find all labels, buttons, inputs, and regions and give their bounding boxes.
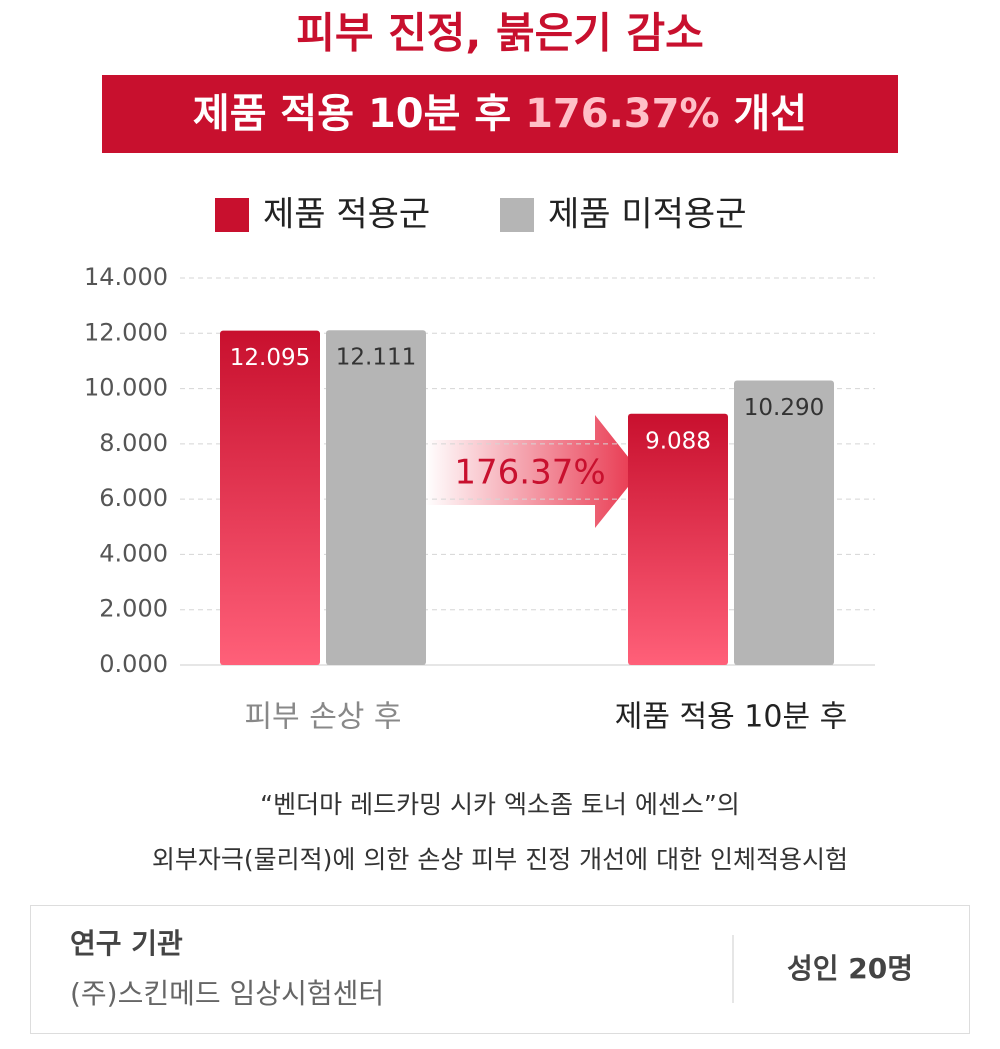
y-tick-label: 4.000 [99,539,168,567]
legend-label: 제품 적용군 [263,195,430,235]
value-label: 12.111 [336,345,416,371]
note-line: “벤더마 레드카밍 시카 엑소좀 토너 에센스”의 [260,790,740,819]
annotation: 176.37% [454,453,605,493]
banner: 제품 적용 10분 후 176.37% 개선 [193,91,807,137]
banner-background [102,75,898,153]
banner-prefix: 제품 적용 10분 후 [193,91,511,137]
bar [220,330,320,665]
y-tick-label: 8.000 [99,429,168,457]
x-tick-label: 피부 손상 후 [244,700,401,735]
note-line: 외부자극(물리적)에 의한 손상 피부 진정 개선에 대한 인체적용시험 [152,845,848,874]
value-label: 9.088 [645,428,711,454]
y-tick-label: 0.000 [99,650,168,678]
footer-subjects: 성인 20명 [787,952,913,985]
legend-swatch [215,198,249,232]
footer-label: 연구 기관 [70,927,183,960]
y-tick-label: 10.000 [84,374,168,402]
y-tick-label: 2.000 [99,595,168,623]
footer-institution: (주)스킨메드 임상시험센터 [70,977,384,1010]
title: 피부 진정, 붉은기 감소 [296,9,704,58]
legend-swatch [500,198,534,232]
y-tick-label: 14.000 [84,263,168,291]
bar [326,330,426,665]
bar [734,380,834,665]
value-label: 12.095 [230,345,310,371]
footer-box [30,905,970,1034]
banner-suffix: 개선 [733,91,807,137]
legend-label: 제품 미적용군 [548,195,747,235]
arrow [425,415,640,528]
bar [628,413,728,665]
value-label: 10.290 [744,395,824,421]
x-tick-label: 제품 적용 10분 후 [615,700,847,735]
y-tick-label: 6.000 [99,484,168,512]
y-tick-label: 12.000 [84,318,168,346]
banner-highlight: 176.37% [525,91,719,137]
